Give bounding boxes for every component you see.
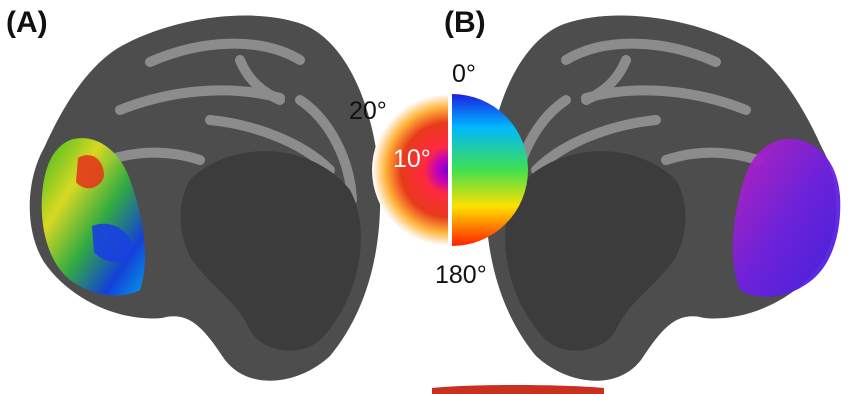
polar-angle-half-wheel (452, 94, 528, 246)
polar-angle-top-label: 0° (452, 60, 476, 88)
left-medial-wall (180, 151, 361, 351)
left-map-patch-blue (92, 223, 134, 262)
right-retinotopic-map (732, 138, 841, 297)
polar-angle-bottom-label: 180° (435, 261, 487, 289)
eccentricity-inner-label: 10° (393, 145, 431, 173)
retinotopy-color-wheel-legend (372, 92, 528, 248)
eccentricity-outer-label: 20° (349, 97, 387, 125)
right-sulci (509, 38, 763, 205)
cropped-red-element (432, 385, 604, 394)
left-sulci (103, 38, 357, 205)
left-hemisphere (29, 15, 381, 381)
right-hemisphere (485, 15, 841, 381)
left-map-patch-red (76, 155, 104, 189)
right-medial-wall (505, 151, 686, 351)
panel-label-b: (B) (444, 6, 486, 39)
eccentricity-half-wheel (372, 94, 448, 246)
panel-label-a: (A) (6, 6, 48, 39)
